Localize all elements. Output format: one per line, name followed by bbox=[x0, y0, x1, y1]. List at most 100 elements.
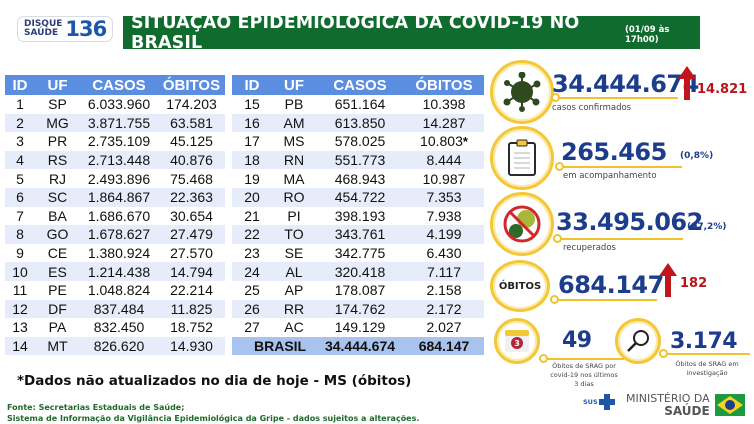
cell-obitos: 11.825 bbox=[158, 299, 225, 319]
table-row: 20 RO 454.722 7.353 bbox=[232, 187, 484, 207]
table-row: 16 AM 613.850 14.287 bbox=[232, 113, 484, 133]
cell-obitos: 30.654 bbox=[158, 207, 225, 226]
cell-uf: MG bbox=[35, 113, 80, 133]
recovered-underline-dot bbox=[553, 234, 562, 243]
cell-id-value: 18 bbox=[244, 152, 260, 169]
cell-obitos: 7.117 bbox=[404, 262, 484, 281]
cell-uf: PI bbox=[272, 207, 316, 226]
table-row: 23 SE 342.775 6.430 bbox=[232, 244, 484, 263]
cell-casos-value: 1.864.867 bbox=[87, 189, 151, 206]
cell-casos-value: 2.493.896 bbox=[87, 170, 151, 187]
cell-uf-value: ES bbox=[48, 263, 67, 280]
cell-casos: 178.087 bbox=[316, 281, 404, 300]
cell-obitos: 2.158 bbox=[404, 281, 484, 300]
cell-id-value: 17 bbox=[244, 133, 260, 150]
cell-casos: 1.864.867 bbox=[80, 187, 158, 207]
cell-uf-value: RS bbox=[47, 152, 68, 169]
table-header-row: ID UF CASOS ÓBITOS bbox=[232, 75, 484, 95]
recovered-ring bbox=[490, 192, 554, 256]
states-table-right: ID UF CASOS ÓBITOS 15 PB 651.164 10.398 16 AM… bbox=[232, 75, 484, 356]
col-casos: CASOS bbox=[316, 75, 404, 95]
cell-casos: 2.713.448 bbox=[80, 150, 158, 170]
cell-casos: 1.214.438 bbox=[80, 262, 158, 281]
cell-casos: 6.033.960 bbox=[80, 95, 158, 114]
monitoring-pct: (0,8%) bbox=[680, 151, 714, 161]
cell-id-value: 14 bbox=[12, 338, 28, 355]
table-row: 26 RR 174.762 2.172 bbox=[232, 299, 484, 319]
cell-obitos: 45.125 bbox=[158, 132, 225, 151]
cell-uf: GO bbox=[35, 225, 80, 244]
cell-obitos-value: 2.172 bbox=[426, 300, 462, 317]
cell-uf: MS bbox=[272, 132, 316, 151]
cell-obitos-value: 27.479 bbox=[170, 226, 213, 243]
cell-obitos-value: 8.444 bbox=[426, 152, 462, 169]
monitoring-underline-dot bbox=[555, 162, 564, 171]
cell-casos-value: 578.025 bbox=[334, 133, 386, 150]
cell-uf: RJ bbox=[35, 169, 80, 188]
table-body-right: 15 PB 651.164 10.398 16 AM 613.850 14.287 17 MS 57… bbox=[232, 95, 484, 337]
srag-investigation-label-1: Óbitos de SRAG em bbox=[675, 360, 739, 368]
cell-casos: 613.850 bbox=[316, 113, 404, 133]
sus-text: SUS bbox=[583, 398, 598, 406]
cell-obitos-value: 174.203 bbox=[166, 96, 217, 113]
cell-obitos: 27.570 bbox=[158, 244, 225, 263]
cell-uf-value: MS bbox=[283, 133, 305, 150]
cell-uf: TO bbox=[272, 225, 316, 244]
cell-id: 8 bbox=[5, 225, 35, 244]
cell-id: 18 bbox=[232, 150, 272, 170]
cell-uf-value: AP bbox=[284, 282, 304, 299]
cell-id: 4 bbox=[5, 150, 35, 170]
cell-obitos: 4.199 bbox=[404, 225, 484, 244]
cell-uf-value: TO bbox=[284, 226, 304, 243]
srag-recent-underline bbox=[544, 358, 624, 360]
cell-obitos-value: 10.398 bbox=[422, 96, 466, 113]
calendar-number: 3 bbox=[514, 339, 520, 348]
cell-obitos-value: 7.938 bbox=[426, 207, 462, 224]
cell-casos: 342.775 bbox=[316, 244, 404, 263]
ministry-logo: MINISTÉRIO DA SAÚDE bbox=[626, 393, 710, 418]
cell-id-value: 21 bbox=[244, 207, 260, 224]
cell-casos-value: 551.773 bbox=[334, 152, 386, 169]
cell-casos: 343.761 bbox=[316, 225, 404, 244]
confirmed-label: casos confirmados bbox=[552, 103, 632, 113]
cell-id: 23 bbox=[232, 244, 272, 263]
cell-casos: 826.620 bbox=[80, 336, 158, 356]
cell-casos-value: 832.450 bbox=[93, 319, 145, 336]
monitoring-value: 265.465 bbox=[561, 138, 667, 166]
srag-investigation-underline bbox=[664, 353, 750, 355]
cell-casos-value: 1.686.670 bbox=[87, 207, 151, 224]
table-row: 25 AP 178.087 2.158 bbox=[232, 281, 484, 300]
cell-obitos: 6.430 bbox=[404, 244, 484, 263]
cell-casos-value: 178.087 bbox=[334, 282, 386, 299]
cell-obitos: 2.172 bbox=[404, 299, 484, 319]
cell-id: 27 bbox=[232, 318, 272, 337]
cell-casos-value: 651.164 bbox=[334, 96, 386, 113]
table-row: 19 MA 468.943 10.987 bbox=[232, 169, 484, 188]
deaths-value: 684.147 bbox=[558, 271, 664, 299]
recovered-value: 33.495.062 bbox=[556, 208, 703, 236]
recovered-pct: (97,2%) bbox=[687, 222, 727, 232]
cell-uf: PB bbox=[272, 95, 316, 114]
cell-id: 17 bbox=[232, 132, 272, 151]
recovered-underline bbox=[558, 238, 683, 240]
cell-uf-value: PI bbox=[287, 207, 301, 224]
srag-recent-label-3: 3 dias bbox=[574, 380, 594, 388]
cell-uf-value: AC bbox=[284, 319, 304, 336]
cell-obitos: 8.444 bbox=[404, 150, 484, 170]
total-row: BRASIL 34.444.674 684.147 bbox=[232, 336, 484, 356]
cell-casos: 320.418 bbox=[316, 262, 404, 281]
deaths-underline bbox=[555, 299, 657, 301]
cell-uf: ES bbox=[35, 262, 80, 281]
cell-casos-value: 2.735.109 bbox=[87, 133, 151, 150]
cell-obitos-value: 10.987 bbox=[422, 170, 466, 187]
sus-cross-icon bbox=[598, 394, 615, 410]
table-row: 2 MG 3.871.755 63.581 bbox=[5, 113, 225, 133]
cell-id-value: 11 bbox=[12, 282, 28, 299]
cell-uf-value: PE bbox=[48, 282, 67, 299]
cell-casos: 1.686.670 bbox=[80, 207, 158, 226]
cell-obitos-value: 11.825 bbox=[170, 300, 213, 317]
cell-id: 1 bbox=[5, 95, 35, 114]
table-row: 11 PE 1.048.824 22.214 bbox=[5, 281, 225, 300]
cell-casos: 837.484 bbox=[80, 299, 158, 319]
col-id: ID bbox=[232, 75, 272, 95]
